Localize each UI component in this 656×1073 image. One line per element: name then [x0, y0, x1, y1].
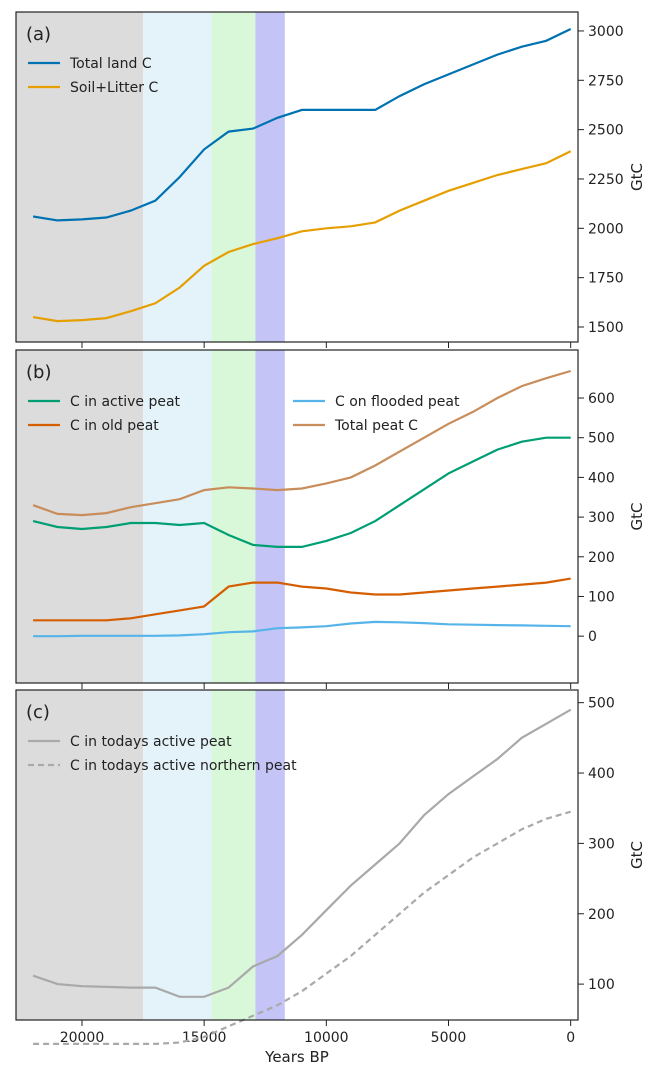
legend-label: Soil+Litter C	[70, 80, 158, 96]
x-axis-label: Years BP	[264, 1048, 329, 1066]
y-tick-label: 200	[588, 907, 615, 923]
x-tick-label: 20000	[60, 1030, 105, 1046]
y-tick-label: 400	[588, 766, 615, 782]
series-line	[32, 28, 572, 222]
y-tick-label: 500	[588, 696, 615, 712]
series-line	[32, 708, 572, 998]
x-tick-label: 10000	[304, 1030, 349, 1046]
legend-label: C on flooded peat	[335, 394, 460, 410]
legend-label: Total peat C	[334, 418, 418, 434]
series-line	[32, 436, 571, 548]
y-tick-label: 0	[588, 629, 597, 645]
shaded-period	[255, 350, 285, 683]
shaded-period	[143, 350, 212, 683]
y-tick-label: 300	[588, 836, 615, 852]
series-line	[33, 620, 571, 638]
y-tick-label: 500	[588, 431, 615, 447]
y-tick-label: 200	[588, 550, 615, 566]
panel-label: (b)	[26, 362, 51, 383]
series-line	[32, 369, 572, 517]
shaded-period	[211, 12, 256, 342]
plot-frame	[15, 689, 579, 1021]
plot-frame	[15, 11, 579, 343]
y-axis-label: GtC	[628, 163, 646, 191]
y-tick-label: 2500	[588, 123, 624, 139]
shaded-period	[211, 350, 256, 683]
legend-label: Total land C	[69, 56, 152, 72]
x-tick-label: 5000	[431, 1030, 467, 1046]
y-axis-label: GtC	[628, 503, 646, 531]
y-tick-label: 100	[588, 977, 615, 993]
shaded-period	[255, 690, 285, 1020]
x-tick-label: 0	[566, 1030, 575, 1046]
y-tick-label: 2000	[588, 221, 624, 237]
legend-label: C in old peat	[70, 418, 159, 434]
panel-label: (c)	[26, 702, 50, 723]
shaded-period	[143, 12, 212, 342]
panel-label: (a)	[26, 24, 51, 45]
y-tick-label: 3000	[588, 24, 624, 40]
legend-label: C in todays active northern peat	[70, 758, 297, 774]
y-axis-label: GtC	[628, 841, 646, 869]
plot-frame	[15, 349, 579, 684]
y-tick-label: 2750	[588, 73, 624, 89]
y-tick-label: 1500	[588, 320, 624, 336]
series-line	[32, 150, 572, 323]
y-tick-label: 600	[588, 391, 615, 407]
y-tick-label: 300	[588, 510, 615, 526]
y-tick-label: 100	[588, 589, 615, 605]
y-tick-label: 1750	[588, 271, 624, 287]
shaded-period	[16, 350, 144, 683]
shaded-period	[255, 12, 285, 342]
shaded-period	[16, 12, 144, 342]
shaded-period	[143, 690, 212, 1020]
y-tick-label: 2250	[588, 172, 624, 188]
legend-label: C in todays active peat	[70, 734, 232, 750]
y-tick-label: 400	[588, 470, 615, 486]
series-line	[33, 577, 571, 622]
shaded-period	[211, 690, 256, 1020]
shaded-period	[16, 690, 144, 1020]
legend-label: C in active peat	[70, 394, 181, 410]
